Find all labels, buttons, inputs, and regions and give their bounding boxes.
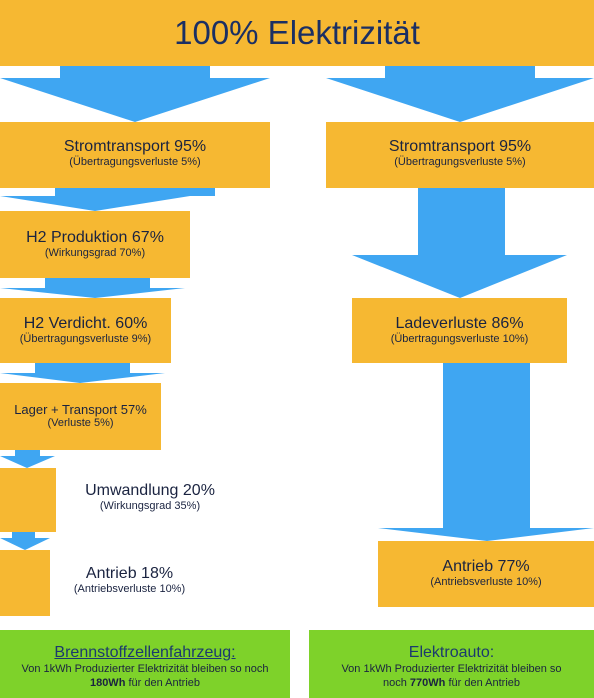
right-transport-box: Stromtransport 95% (Übertragungsverluste… <box>326 122 594 188</box>
left-transport-title: Stromtransport 95% <box>63 138 207 155</box>
left-conversion-sub: (Wirkungsgrad 35%) <box>99 500 201 512</box>
right-charging-title: Ladeverluste 86% <box>395 315 524 332</box>
header-box: 100% Elektrizität <box>0 0 594 66</box>
footer-fuel-cell-line1: Von 1kWh Produzierter Elektrizität bleib… <box>21 663 269 675</box>
left-storage-sub: (Verluste 5%) <box>47 417 114 429</box>
left-drive-title: Antrieb 18% <box>85 565 174 582</box>
footer-electric-car-line1: Von 1kWh Produzierter Elektrizität bleib… <box>341 663 562 675</box>
left-transport-box: Stromtransport 95% (Übertragungsverluste… <box>0 122 270 188</box>
left-drive-label: Antrieb 18% (Antriebsverluste 10%) <box>52 565 207 595</box>
footer-fuel-cell-line2: 180Wh für den Antrieb <box>89 677 201 689</box>
footer-electric-car-line2: noch 770Wh für den Antrieb <box>383 677 520 689</box>
arrow-left-3 <box>0 278 185 298</box>
arrow-left-6 <box>0 532 50 550</box>
left-conversion-title: Umwandlung 20% <box>85 482 215 499</box>
left-transport-sub: (Übertragungsverluste 5%) <box>69 156 201 168</box>
left-drive-sub: (Antriebsverluste 10%) <box>73 583 186 595</box>
right-transport-title: Stromtransport 95% <box>388 138 532 155</box>
right-transport-sub: (Übertragungsverluste 5%) <box>394 156 526 168</box>
left-storage-title: Lager + Transport 57% <box>14 402 147 417</box>
arrow-left-1 <box>0 66 270 122</box>
left-h2-production-title: H2 Produktion 67% <box>26 229 164 246</box>
footer-fuel-cell-title: Brennstoffzellenfahrzeug: <box>54 644 236 661</box>
arrow-left-5 <box>0 450 55 468</box>
footer-electric-car-value: 770Wh <box>409 677 446 689</box>
left-conversion-label: Umwandlung 20% (Wirkungsgrad 35%) <box>60 482 240 512</box>
arrow-right-2 <box>352 188 567 298</box>
left-conversion-box <box>0 468 56 532</box>
right-charging-box: Ladeverluste 86% (Übertragungsverluste 1… <box>352 298 567 363</box>
footer-electric-car-title: Elektroauto: <box>408 644 495 661</box>
right-drive-box: Antrieb 77% (Antriebsverluste 10%) <box>378 541 594 607</box>
arrow-right-1 <box>326 66 594 122</box>
footer-fuel-cell: Brennstoffzellenfahrzeug: Von 1kWh Produ… <box>0 630 290 698</box>
footer-fuel-cell-value: 180Wh <box>89 677 126 689</box>
right-drive-sub: (Antriebsverluste 10%) <box>430 576 542 588</box>
left-h2-production-box: H2 Produktion 67% (Wirkungsgrad 70%) <box>0 211 190 278</box>
left-h2-compression-box: H2 Verdicht. 60% (Übertragungsverluste 9… <box>0 298 171 363</box>
left-storage-box: Lager + Transport 57% (Verluste 5%) <box>0 383 161 450</box>
left-drive-box <box>0 550 50 616</box>
right-drive-title: Antrieb 77% <box>442 558 530 575</box>
arrow-left-2 <box>0 188 215 211</box>
left-h2-production-sub: (Wirkungsgrad 70%) <box>44 247 146 259</box>
header-title: 100% Elektrizität <box>174 14 420 51</box>
arrow-left-4 <box>0 363 165 383</box>
left-h2-compression-sub: (Übertragungsverluste 9%) <box>19 333 152 345</box>
right-charging-sub: (Übertragungsverluste 10%) <box>390 333 529 345</box>
left-h2-compression-title: H2 Verdicht. 60% <box>23 315 148 332</box>
footer-electric-car: Elektroauto: Von 1kWh Produzierter Elekt… <box>309 630 594 698</box>
arrow-right-3 <box>378 363 594 541</box>
